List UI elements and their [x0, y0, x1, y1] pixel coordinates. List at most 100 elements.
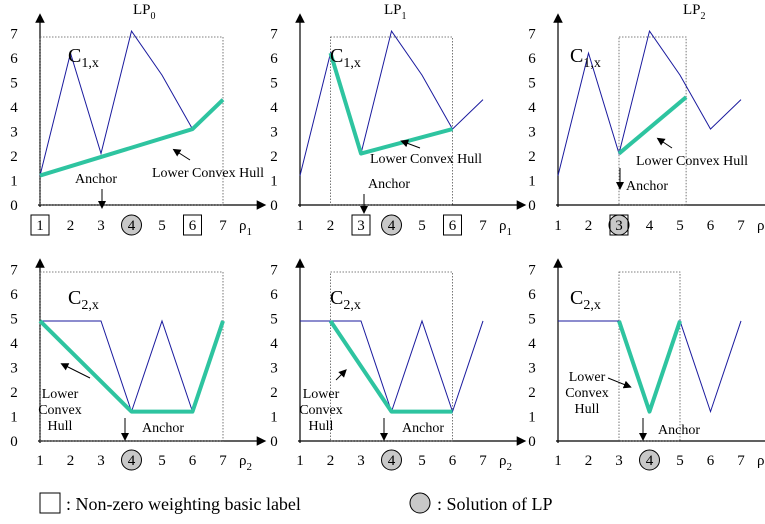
- lower-convex-hull-label: Hull: [575, 402, 600, 417]
- solution-circle-marker: [381, 449, 402, 471]
- hull-arrow: [656, 137, 673, 149]
- y-tick-label: 5: [528, 76, 536, 92]
- y-tick-label: 6: [10, 51, 18, 67]
- lower-convex-hull-label: Hull: [48, 419, 73, 434]
- x-tick-label: 3: [357, 218, 365, 234]
- y-tick-label: 1: [10, 410, 18, 426]
- x-tick-label: 5: [418, 453, 426, 469]
- curve-label: C1,x: [570, 45, 601, 71]
- y-tick-label: 2: [10, 149, 18, 165]
- y-tick-label: 4: [528, 100, 536, 116]
- panel-title: LP1: [384, 2, 407, 22]
- x-tick-label: 7: [219, 453, 227, 469]
- x-tick-label: 3: [615, 453, 623, 469]
- panel-5: 0 1 2 3 4 5 6 7 1 2 3 4 5 6 7 ρ2 C2,x: [528, 258, 765, 473]
- x-tick-label: 7: [737, 453, 745, 469]
- x-tick-label: 6: [707, 218, 715, 234]
- x-tick-label: 2: [67, 453, 75, 469]
- x-tick-label: 2: [327, 453, 335, 469]
- y-tick-label: 3: [528, 125, 536, 141]
- annotations: Anchor Lower Convex Hull Anchor Lower Conve…: [38, 137, 748, 441]
- solution-circle-marker: [381, 214, 402, 236]
- basic-label-box-marker: [183, 214, 202, 236]
- window-box: [39, 271, 224, 442]
- lower-convex-hull-label: Convex: [299, 403, 343, 418]
- x-tick-label: 3: [615, 218, 623, 234]
- lower-convex-hull-line: [617, 95, 688, 156]
- solution-circle-marker: [639, 449, 660, 471]
- x-tick-label: 1: [296, 218, 304, 234]
- y-tick-label: 7: [528, 27, 536, 43]
- y-tick-label: 1: [528, 174, 536, 190]
- x-tick-label: 1: [554, 453, 562, 469]
- hull-arrow: [335, 369, 347, 381]
- y-tick-label: 0: [528, 434, 536, 450]
- y-tick-label: 0: [10, 434, 18, 450]
- x-tick-label: 7: [219, 218, 227, 234]
- anchor-label: Anchor: [402, 421, 444, 436]
- y-tick-label: 6: [270, 51, 278, 67]
- x-tick-label: 7: [479, 453, 487, 469]
- y-tick-label: 1: [270, 174, 278, 190]
- x-axis-label: ρ1: [757, 218, 765, 238]
- x-tick-label: 5: [158, 218, 166, 234]
- lower-convex-hull-line: [328, 52, 454, 156]
- x-tick-label: 4: [646, 218, 654, 234]
- y-tick-label: 1: [528, 410, 536, 426]
- lower-convex-hull-label: Hull: [309, 419, 334, 434]
- x-tick-label: 1: [36, 218, 44, 234]
- y-tick-label: 4: [270, 100, 278, 116]
- panel-4: 0 1 2 3 4 5 6 7 1 2 3 4 5 6 7 ρ2 C2,x: [270, 258, 527, 473]
- y-tick-label: 2: [270, 385, 278, 401]
- panel-1: 0 1 2 3 4 5 6 7 1 2 3 4 5 6 7 ρ1 C1,x LP1: [270, 2, 527, 238]
- y-tick-label: 0: [270, 198, 278, 214]
- solution-circle-marker: [121, 449, 142, 471]
- x-tick-label: 6: [449, 453, 457, 469]
- panel-0: 0 1 2 3 4 5 6 7 1 2 3 4 5 6 7 ρ1 C1,x LP0: [10, 2, 267, 238]
- lower-convex-hull-line: [39, 98, 225, 178]
- x-axis-label: ρ2: [757, 453, 765, 473]
- anchor-label: Anchor: [142, 421, 184, 436]
- x-tick-label: 3: [357, 453, 365, 469]
- x-tick-label: 4: [646, 453, 654, 469]
- x-tick-label: 3: [97, 453, 105, 469]
- y-tick-label: 6: [528, 287, 536, 303]
- lower-convex-hull-line: [617, 320, 682, 414]
- lower-convex-hull-label: Lower: [303, 387, 340, 402]
- y-tick-label: 4: [270, 336, 278, 352]
- y-tick-label: 3: [270, 361, 278, 377]
- x-tick-label: 1: [554, 218, 562, 234]
- anchor-label: Anchor: [75, 172, 117, 187]
- y-tick-label: 3: [528, 361, 536, 377]
- hull-arrow: [607, 377, 632, 389]
- y-tick-label: 0: [10, 198, 18, 214]
- y-tick-label: 1: [270, 410, 278, 426]
- y-tick-label: 5: [528, 312, 536, 328]
- panel-title: LP0: [133, 2, 156, 22]
- x-tick-label: 6: [707, 453, 715, 469]
- x-tick-label: 6: [449, 218, 457, 234]
- x-tick-label: 1: [36, 453, 44, 469]
- lower-convex-hull-label: Lower Convex Hull: [636, 154, 748, 169]
- curve-line: [300, 319, 484, 414]
- legend-circle-icon: [409, 492, 431, 514]
- curve-label: C1,x: [330, 45, 361, 71]
- basic-label-box-marker: [30, 214, 50, 236]
- solution-circle-marker: [121, 214, 142, 236]
- x-tick-label: 7: [479, 218, 487, 234]
- y-tick-label: 7: [270, 27, 278, 43]
- window-box: [39, 36, 224, 206]
- x-tick-label: 3: [97, 218, 105, 234]
- x-tick-label: 2: [67, 218, 75, 234]
- lower-convex-hull-label: Lower: [569, 370, 606, 385]
- x-axis-label: ρ1: [499, 218, 512, 238]
- x-tick-label: 5: [676, 453, 684, 469]
- x-tick-label: 1: [296, 453, 304, 469]
- basic-label-box-marker: [609, 214, 629, 236]
- panel-title: LP2: [683, 2, 706, 22]
- hull-arrow: [172, 148, 191, 161]
- y-tick-label: 6: [270, 287, 278, 303]
- hull-arrow: [60, 363, 91, 379]
- x-tick-label: 4: [128, 218, 136, 234]
- lower-convex-hull-label: Lower: [42, 387, 79, 402]
